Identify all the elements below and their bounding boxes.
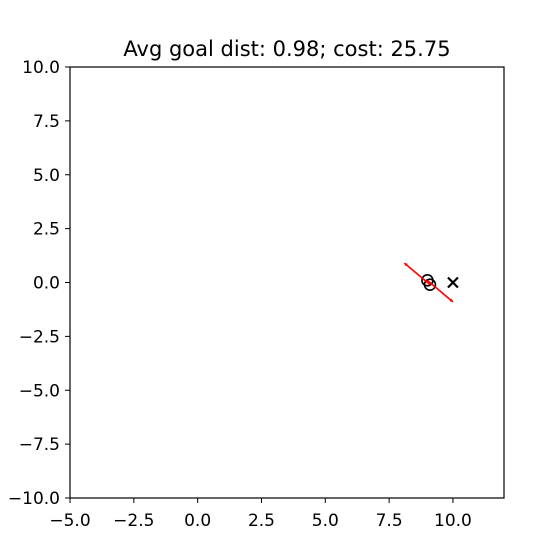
y-tick-label: −2.5 bbox=[19, 327, 60, 347]
velocity-arrowhead bbox=[449, 298, 453, 302]
velocity-arrow bbox=[426, 279, 454, 303]
x-tick-label: 10.0 bbox=[434, 511, 472, 531]
agent-point bbox=[423, 278, 437, 291]
x-tick-label: −5.0 bbox=[49, 511, 90, 531]
x-tick-label: −2.5 bbox=[113, 511, 154, 531]
y-tick-label: 0.0 bbox=[33, 274, 60, 294]
plot-area: −5.0 −2.5 0.0 2.5 5.0 7.5 10.0 10.0 7.5 5.0 2.5 0.0… bbox=[8, 58, 505, 531]
chart-title: Avg goal dist: 0.98; cost: 25.75 bbox=[123, 37, 450, 61]
velocity-arrowhead bbox=[404, 263, 408, 267]
axes-frame bbox=[69, 66, 505, 499]
y-tick-label: −7.5 bbox=[19, 435, 60, 455]
y-tick-label: 2.5 bbox=[33, 220, 60, 240]
x-tick-label: 2.5 bbox=[248, 511, 275, 531]
y-tick-label: −10.0 bbox=[8, 489, 60, 509]
y-tick-label: −5.0 bbox=[19, 381, 60, 401]
velocity-arrow bbox=[403, 262, 431, 286]
x-tick-label: 5.0 bbox=[312, 511, 339, 531]
x-tick-label: 7.5 bbox=[376, 511, 403, 531]
goal-marker bbox=[447, 276, 459, 289]
y-tick-label: 5.0 bbox=[33, 166, 60, 186]
y-tick-label: 10.0 bbox=[22, 58, 60, 78]
x-tick-label: 0.0 bbox=[184, 511, 211, 531]
y-tick-label: 7.5 bbox=[33, 112, 60, 132]
